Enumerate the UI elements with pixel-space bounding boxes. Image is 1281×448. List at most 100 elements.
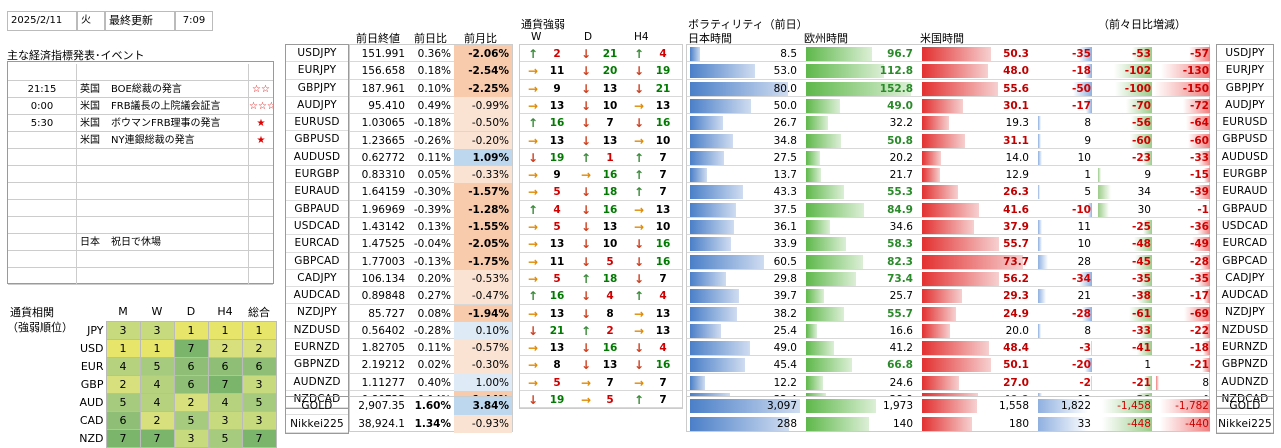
corr-currency: CAD: [78, 411, 106, 429]
pair-label[interactable]: AUDNZD: [286, 374, 348, 391]
strength-rank: 7: [650, 166, 676, 184]
pair-label[interactable]: EURCAD: [286, 235, 348, 252]
strength-arrow-icon: ↑: [522, 287, 544, 305]
divider: [248, 183, 249, 200]
event-name: [111, 149, 249, 166]
prev-close: 2.19212: [350, 356, 408, 374]
pair-label[interactable]: EURNZD: [286, 339, 348, 356]
strength-arrow-icon: →: [522, 339, 544, 357]
strength-rank: 13: [650, 305, 676, 323]
pair-label[interactable]: AUDCAD: [286, 287, 348, 304]
divider: [76, 217, 77, 234]
event-country: [80, 268, 110, 285]
pair-label[interactable]: EURAUD: [286, 183, 348, 200]
extra-label[interactable]: Nikkei225: [1217, 415, 1273, 433]
increase-value: -22: [1154, 322, 1212, 340]
corr-rank: 3: [174, 429, 208, 447]
divider: [76, 98, 77, 115]
pair-label[interactable]: EURUSD: [286, 114, 348, 131]
event-country: 米国: [80, 115, 110, 132]
strength-arrow-icon: ↑: [522, 201, 544, 219]
pair-label[interactable]: EURGBP: [286, 166, 348, 183]
corr-rank: 6: [242, 357, 276, 375]
volatility-value: 112.8: [804, 62, 916, 80]
corr-rank: 6: [208, 357, 242, 375]
strength-arrow-icon: →: [522, 166, 544, 184]
strength-rank: 4: [650, 287, 676, 305]
increase-value: -28: [1036, 305, 1094, 323]
prev-close: 1.03065: [350, 114, 408, 132]
extra-label[interactable]: GOLD: [286, 397, 348, 415]
pair-label[interactable]: USDJPY: [286, 45, 348, 62]
event-name: [111, 268, 249, 285]
strength-arrow-icon: ↓: [575, 62, 597, 80]
extra-label[interactable]: Nikkei225: [286, 415, 348, 433]
increase-value: -39: [1154, 183, 1212, 201]
event-time: [8, 166, 76, 183]
corr-rank: 5: [208, 429, 242, 447]
pair-label[interactable]: EURJPY: [286, 62, 348, 79]
volatility-value: 25.7: [804, 287, 916, 305]
event-row: [8, 217, 273, 234]
pair-label[interactable]: CADJPY: [286, 270, 348, 287]
strength-arrow-icon: ↓: [575, 45, 597, 63]
extra-inc-value: 33: [1036, 415, 1094, 433]
event-country: [80, 183, 110, 200]
strength-rank: 1: [597, 149, 623, 167]
volatility-value: 80.0: [688, 80, 800, 98]
event-stars: [249, 251, 273, 268]
extra-label[interactable]: GOLD: [1217, 397, 1273, 415]
event-country: 英国: [80, 81, 110, 98]
strength-rank: 18: [597, 270, 623, 288]
divider: [76, 166, 77, 183]
pair-label[interactable]: GBPNZD: [286, 356, 348, 373]
volatility-value: 48.4: [920, 339, 1032, 357]
pair-label[interactable]: NZDUSD: [286, 322, 348, 339]
strength-arrow-icon: →: [522, 235, 544, 253]
increase-value: -18: [1154, 339, 1212, 357]
divider: [248, 149, 249, 166]
pair-label[interactable]: USDCAD: [286, 218, 348, 235]
pair-label[interactable]: GBPUSD: [286, 131, 348, 148]
corr-rank: 7: [242, 429, 276, 447]
pair-label[interactable]: GBPJPY: [286, 80, 348, 97]
increase-value: -64: [1154, 114, 1212, 132]
strength-rank: 21: [597, 45, 623, 63]
event-stars: ☆☆: [249, 81, 273, 98]
strength-arrow-icon: →: [522, 218, 544, 236]
pair-label[interactable]: AUDUSD: [286, 149, 348, 166]
increase-value: -56: [1096, 114, 1154, 132]
strength-rank: 16: [597, 201, 623, 219]
divider: [76, 200, 77, 217]
pair-label[interactable]: AUDJPY: [286, 97, 348, 114]
pair-label[interactable]: GBPCAD: [286, 253, 348, 270]
strength-arrow-icon: ↓: [628, 253, 650, 271]
pair-label[interactable]: GBPAUD: [286, 201, 348, 218]
strength-arrow-icon: ↑: [575, 149, 597, 167]
corr-rank: 7: [174, 339, 208, 357]
event-stars: [249, 64, 273, 81]
pair-label[interactable]: NZDJPY: [286, 304, 348, 321]
strength-rank: 13: [544, 305, 570, 323]
event-row: [8, 64, 273, 81]
day-change: -0.39%: [408, 201, 454, 219]
corr-rank: 1: [208, 321, 242, 339]
corr-rank: 1: [106, 339, 140, 357]
strength-rank: 16: [650, 235, 676, 253]
day-change: 0.18%: [408, 62, 454, 80]
volatility-value: 66.8: [804, 356, 916, 374]
prev-close: 1.82705: [350, 339, 408, 357]
divider: [76, 251, 77, 268]
volatility-value: 96.7: [804, 45, 916, 63]
volatility-value: 37.9: [920, 218, 1032, 236]
volatility-value: 50.0: [688, 97, 800, 115]
corr-currency: NZD: [78, 429, 106, 447]
corr-rank: 5: [242, 393, 276, 411]
strength-arrow-icon: ↓: [628, 270, 650, 288]
volatility-value: 16.6: [804, 322, 916, 340]
day-change: 0.02%: [408, 356, 454, 374]
strength-arrow-icon: ↑: [628, 391, 650, 409]
strength-arrow-icon: ↓: [575, 253, 597, 271]
day-change: 0.20%: [408, 270, 454, 288]
